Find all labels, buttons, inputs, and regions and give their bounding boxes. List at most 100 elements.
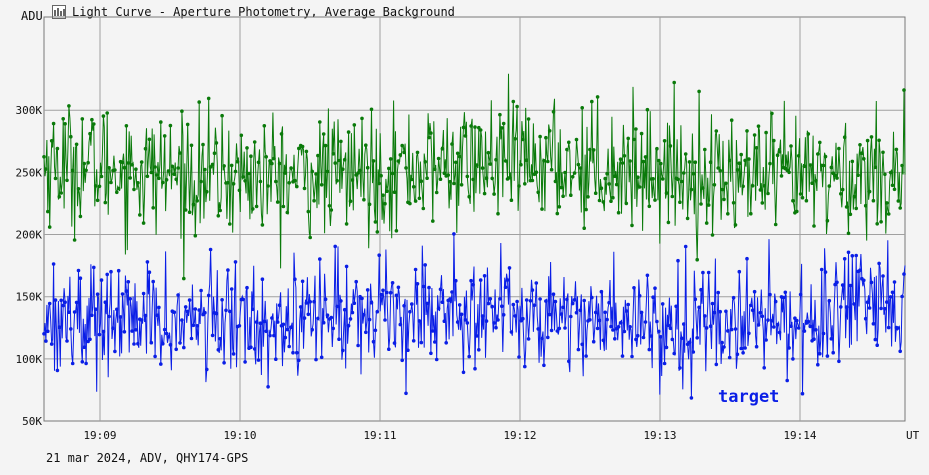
data-point [159,362,163,366]
data-point [440,300,445,305]
data-point [260,277,265,282]
data-point [274,357,278,362]
data-point [457,154,462,159]
data-point [331,152,336,156]
data-point [115,190,119,195]
data-point [498,297,502,301]
data-point [620,354,625,358]
data-point [609,324,613,329]
data-point [798,192,803,196]
data-point [408,310,412,314]
data-point [220,113,224,118]
data-point [252,347,257,351]
data-point [544,135,548,140]
data-point [44,339,48,343]
data-point [467,194,472,199]
data-point [446,173,451,177]
series-points-target [42,232,906,400]
data-point [873,337,878,342]
data-point [791,198,795,203]
data-point [666,220,671,225]
data-point [166,169,171,173]
data-point [634,337,638,342]
data-point [716,290,720,295]
data-point [243,179,247,183]
data-point [208,165,213,169]
data-point [775,153,780,157]
data-point [486,301,491,306]
data-point [344,264,349,269]
data-point [433,167,437,172]
data-point [578,308,583,313]
data-point [220,298,224,302]
data-point [699,202,703,206]
data-point [482,274,487,278]
data-point [270,161,274,166]
data-point [521,316,525,321]
data-point [578,166,583,170]
data-point [888,170,893,175]
data-point [275,320,280,324]
data-point [78,214,83,219]
data-point [274,179,278,184]
data-point [429,131,433,135]
data-point [659,335,663,339]
data-point [580,342,584,347]
data-point [373,220,378,224]
data-point [829,337,834,341]
data-point [417,319,422,323]
data-point [749,211,753,216]
data-point [302,316,307,320]
data-point [362,197,366,202]
data-point [546,159,550,164]
data-point [680,179,684,184]
chart-icon[interactable] [52,5,66,19]
data-point [88,131,92,136]
data-point [863,203,868,208]
data-point [385,189,389,193]
data-point [494,325,498,330]
data-point [65,178,69,183]
data-point [804,198,809,203]
data-point [237,324,242,328]
data-point [455,151,460,156]
data-point [138,213,142,217]
data-point [143,313,148,318]
data-point [249,345,253,350]
data-point [488,162,493,166]
data-point [511,99,516,104]
data-point [132,187,136,192]
data-point [413,267,418,272]
data-point [53,176,58,181]
data-point [509,330,514,334]
data-point [228,309,232,314]
data-point [643,320,648,324]
data-point [452,232,456,236]
data-point [423,263,428,267]
data-point [766,318,770,322]
data-point [492,321,496,325]
data-point [61,117,65,121]
data-point [212,151,217,155]
data-point [417,196,422,201]
data-point [772,325,776,329]
data-point [733,223,738,227]
data-point [645,107,650,112]
data-point [756,323,761,327]
y-tick-label: 100K [16,353,43,366]
data-point [84,361,88,366]
data-point [101,329,106,334]
data-point [492,192,496,196]
data-point [758,188,763,192]
data-point [388,290,393,295]
data-point [287,181,292,185]
data-point [823,270,828,274]
data-point [565,297,569,302]
data-point [168,343,173,347]
data-point [670,194,675,199]
data-point [321,320,326,325]
data-point [616,210,621,215]
data-point [396,159,401,163]
data-point [490,304,495,309]
